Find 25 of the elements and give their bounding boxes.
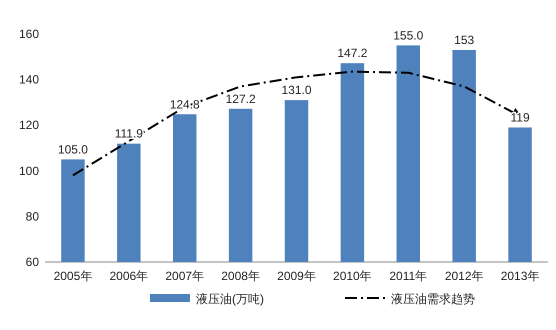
x-tick-label: 2011年 [389, 269, 428, 283]
y-tick-label: 80 [26, 209, 40, 224]
data-label: 119 [510, 110, 530, 124]
x-tick-label: 2006年 [109, 269, 148, 283]
y-tick-label: 160 [18, 27, 40, 41]
legend-label: 液压油(万吨) [196, 292, 264, 306]
x-tick-label: 2010年 [333, 269, 372, 283]
legend-label: 液压油需求趋势 [391, 292, 475, 306]
data-label: 111.9 [114, 126, 144, 141]
data-label: 127.2 [226, 92, 256, 106]
x-tick-label: 2012年 [444, 269, 484, 283]
x-tick-label: 2008年 [221, 269, 260, 283]
y-tick-label: 120 [18, 118, 40, 132]
x-tick-label: 2013年 [500, 269, 540, 283]
y-tick-label: 60 [26, 255, 40, 269]
y-tick-label: 140 [18, 72, 40, 87]
data-label: 131.0 [281, 83, 312, 98]
x-tick-label: 2007年 [165, 269, 204, 283]
y-tick-label: 100 [18, 164, 40, 178]
data-label: 153 [454, 32, 474, 47]
data-label: 105.0 [58, 142, 88, 156]
x-tick-label: 2009年 [277, 269, 316, 283]
data-label: 147.2 [337, 46, 368, 60]
data-label: 155.0 [393, 28, 424, 42]
x-tick-label: 2005年 [54, 269, 92, 283]
